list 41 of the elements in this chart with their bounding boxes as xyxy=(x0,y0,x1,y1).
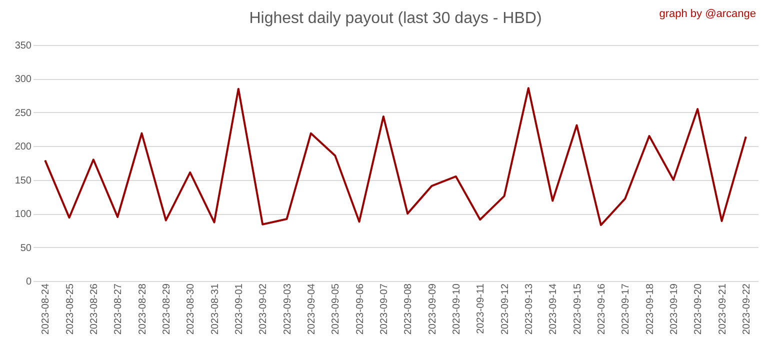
text: graph by @arcange xyxy=(659,8,756,20)
x-tick-label: 2023-08-24 xyxy=(40,283,52,335)
x-tick-label: 2023-09-15 xyxy=(572,283,584,335)
y-tick-label: 150 xyxy=(14,175,32,186)
x-tick-label: 2023-08-30 xyxy=(186,283,197,335)
x-tick-label: 2023-09-01 xyxy=(234,283,245,335)
x-tick-label: 2023-09-21 xyxy=(717,283,728,335)
x-tick-label: 2023-09-03 xyxy=(282,283,294,335)
x-tick-label: 2023-09-19 xyxy=(668,283,680,335)
x-tick-label: 2023-09-20 xyxy=(693,283,704,335)
x-tick-label: 2023-09-06 xyxy=(354,283,366,335)
x-tick-label: 2023-09-18 xyxy=(644,283,656,335)
x-tick-label: 2023-09-12 xyxy=(500,283,511,335)
x-tick-label: 2023-09-04 xyxy=(306,283,318,335)
x-tick-label: 2023-09-09 xyxy=(427,283,438,335)
x-tick-label: 2023-09-08 xyxy=(403,283,414,335)
x-tick-label: 2023-09-22 xyxy=(741,283,752,335)
y-tick-label: 250 xyxy=(14,108,32,119)
y-tick-label: 300 xyxy=(14,74,32,86)
chart-title: Highest daily payout (last 30 days - HBD) xyxy=(249,10,542,27)
line-series xyxy=(44,87,747,226)
x-tick-label: 2023-08-27 xyxy=(113,283,124,335)
y-tick-label: 200 xyxy=(14,142,32,153)
x-tick-label: 2023-09-14 xyxy=(548,283,560,335)
x-tick-label: 2023-09-13 xyxy=(524,283,535,335)
y-tick-label: 100 xyxy=(14,209,32,220)
x-tick-label: 2023-09-02 xyxy=(258,283,270,335)
x-tick-label: 2023-08-31 xyxy=(210,283,221,335)
y-tick-label: 50 xyxy=(20,242,32,254)
x-tick-label: 2023-09-07 xyxy=(378,283,390,335)
x-tick-label: 2023-08-25 xyxy=(64,283,76,335)
x-tick-label: 2023-08-29 xyxy=(161,283,172,335)
x-tick-label: 2023-09-10 xyxy=(451,283,462,335)
x-tick-label: 2023-09-11 xyxy=(476,283,487,334)
x-tick-label: 2023-09-05 xyxy=(330,283,342,335)
y-tick-label: 350 xyxy=(14,40,32,52)
x-tick-label: 2023-09-17 xyxy=(620,283,632,335)
x-tick-label: 2023-09-16 xyxy=(596,283,608,335)
y-tick-label: 0 xyxy=(26,276,32,288)
x-tick-label: 2023-08-28 xyxy=(137,283,148,335)
x-tick-label: 2023-08-26 xyxy=(88,283,100,335)
